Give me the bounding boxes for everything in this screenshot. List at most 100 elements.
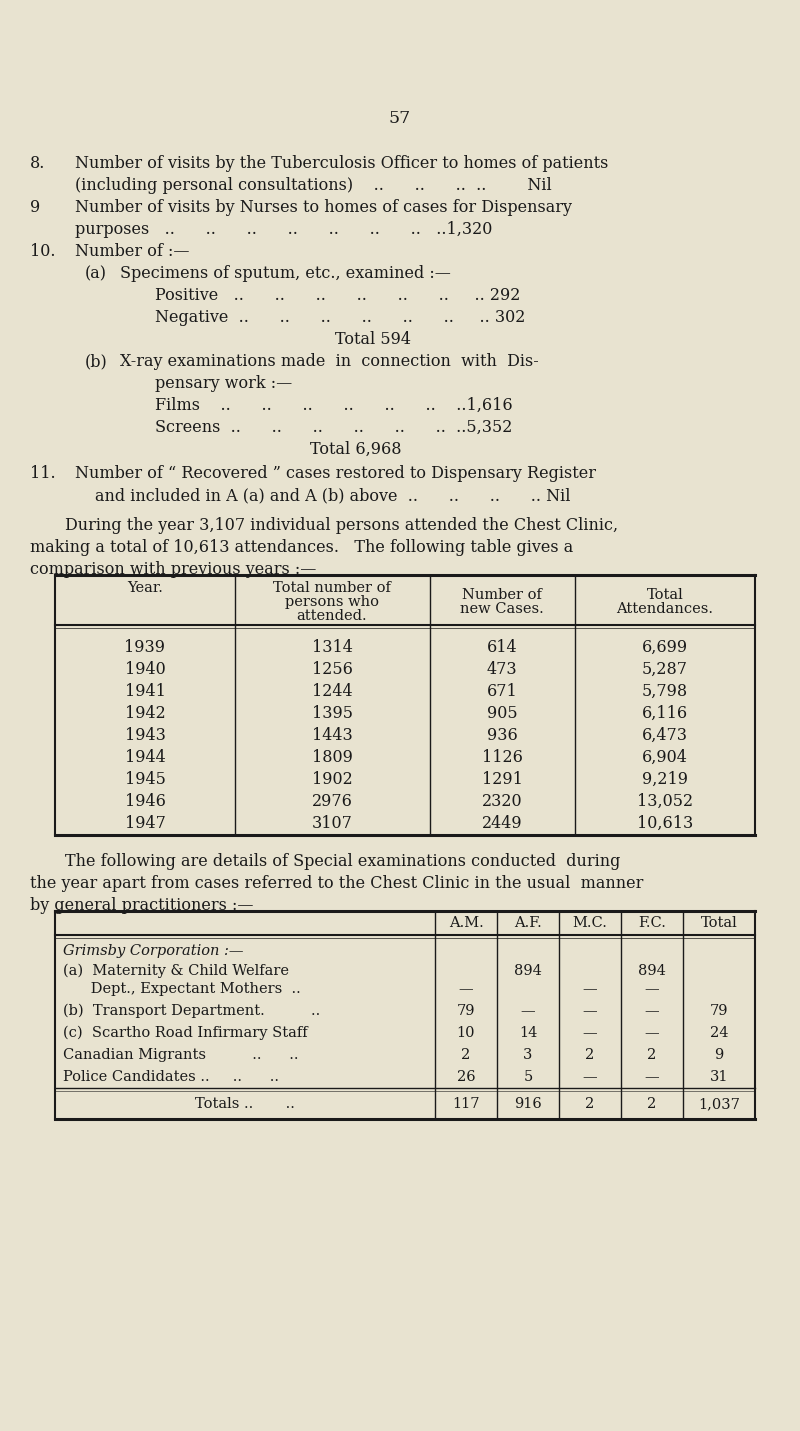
Text: Number of “ Recovered ” cases restored to Dispensary Register: Number of “ Recovered ” cases restored t… xyxy=(75,465,596,482)
Text: 1314: 1314 xyxy=(311,640,353,655)
Text: 3107: 3107 xyxy=(311,816,353,831)
Text: 31: 31 xyxy=(710,1070,728,1085)
Text: Number of visits by Nurses to homes of cases for Dispensary: Number of visits by Nurses to homes of c… xyxy=(75,199,572,216)
Text: comparison with previous years :—: comparison with previous years :— xyxy=(30,561,316,578)
Text: 9: 9 xyxy=(30,199,40,216)
Text: Total 594: Total 594 xyxy=(335,331,411,348)
Text: 1943: 1943 xyxy=(125,727,166,744)
Text: 11.: 11. xyxy=(30,465,56,482)
Text: 13,052: 13,052 xyxy=(637,793,693,810)
Text: 473: 473 xyxy=(486,661,518,678)
Text: Attendances.: Attendances. xyxy=(617,602,714,615)
Text: 10: 10 xyxy=(457,1026,475,1040)
Text: 24: 24 xyxy=(710,1026,728,1040)
Text: Totals ..       ..: Totals .. .. xyxy=(195,1098,295,1110)
Text: —: — xyxy=(645,982,659,996)
Text: 1244: 1244 xyxy=(312,683,352,700)
Text: —: — xyxy=(645,1070,659,1085)
Text: (b)  Transport Department.          ..: (b) Transport Department. .. xyxy=(63,1005,320,1019)
Text: M.C.: M.C. xyxy=(573,916,607,930)
Text: Grimsby Corporation :—: Grimsby Corporation :— xyxy=(63,944,243,957)
Text: (c)  Scartho Road Infirmary Staff: (c) Scartho Road Infirmary Staff xyxy=(63,1026,308,1040)
Text: Negative  ..      ..      ..      ..      ..      ..     .. 302: Negative .. .. .. .. .. .. .. 302 xyxy=(155,309,526,326)
Text: 5,798: 5,798 xyxy=(642,683,688,700)
Text: 1,037: 1,037 xyxy=(698,1098,740,1110)
Text: The following are details of Special examinations conducted  during: The following are details of Special exa… xyxy=(65,853,620,870)
Text: Number of: Number of xyxy=(462,588,542,602)
Text: Dept., Expectant Mothers  ..: Dept., Expectant Mothers .. xyxy=(63,982,301,996)
Text: 905: 905 xyxy=(486,705,518,723)
Text: —: — xyxy=(458,982,474,996)
Text: 1947: 1947 xyxy=(125,816,166,831)
Text: 2: 2 xyxy=(586,1047,594,1062)
Text: 1942: 1942 xyxy=(125,705,166,723)
Text: 1126: 1126 xyxy=(482,748,522,766)
Text: (a): (a) xyxy=(85,265,107,282)
Text: 1945: 1945 xyxy=(125,771,166,788)
Text: (b): (b) xyxy=(85,353,108,371)
Text: 1940: 1940 xyxy=(125,661,166,678)
Text: Positive   ..      ..      ..      ..      ..      ..     .. 292: Positive .. .. .. .. .. .. .. 292 xyxy=(155,288,520,303)
Text: 9,219: 9,219 xyxy=(642,771,688,788)
Text: 2320: 2320 xyxy=(482,793,522,810)
Text: and included in A (a) and A (b) above  ..      ..      ..      .. Nil: and included in A (a) and A (b) above ..… xyxy=(95,487,570,504)
Text: 5,287: 5,287 xyxy=(642,661,688,678)
Text: 1443: 1443 xyxy=(312,727,352,744)
Text: —: — xyxy=(645,1026,659,1040)
Text: 2: 2 xyxy=(586,1098,594,1110)
Text: 936: 936 xyxy=(486,727,518,744)
Text: 8.: 8. xyxy=(30,155,46,172)
Text: —: — xyxy=(582,1070,598,1085)
Text: new Cases.: new Cases. xyxy=(460,602,544,615)
Text: Films    ..      ..      ..      ..      ..      ..    ..1,616: Films .. .. .. .. .. .. ..1,616 xyxy=(155,396,513,414)
Text: 1902: 1902 xyxy=(312,771,352,788)
Text: X-ray examinations made  in  connection  with  Dis-: X-ray examinations made in connection wi… xyxy=(120,353,538,371)
Text: 79: 79 xyxy=(710,1005,728,1017)
Text: 10,613: 10,613 xyxy=(637,816,693,831)
Text: 894: 894 xyxy=(514,964,542,977)
Text: 6,904: 6,904 xyxy=(642,748,688,766)
Text: Canadian Migrants          ..      ..: Canadian Migrants .. .. xyxy=(63,1047,298,1062)
Text: 894: 894 xyxy=(638,964,666,977)
Text: 2: 2 xyxy=(462,1047,470,1062)
Text: Police Candidates ..     ..      ..: Police Candidates .. .. .. xyxy=(63,1070,279,1085)
Text: 1944: 1944 xyxy=(125,748,166,766)
Text: 1256: 1256 xyxy=(311,661,353,678)
Text: 6,116: 6,116 xyxy=(642,705,688,723)
Text: Specimens of sputum, etc., examined :—: Specimens of sputum, etc., examined :— xyxy=(120,265,451,282)
Text: 2976: 2976 xyxy=(311,793,353,810)
Text: 9: 9 xyxy=(714,1047,724,1062)
Text: A.M.: A.M. xyxy=(449,916,483,930)
Text: 79: 79 xyxy=(457,1005,475,1017)
Text: Total: Total xyxy=(646,588,683,602)
Text: 916: 916 xyxy=(514,1098,542,1110)
Text: 1939: 1939 xyxy=(125,640,166,655)
Text: Total 6,968: Total 6,968 xyxy=(310,441,402,458)
Text: 5: 5 xyxy=(523,1070,533,1085)
Text: 10.: 10. xyxy=(30,243,55,260)
Text: —: — xyxy=(582,1005,598,1017)
Text: purposes   ..      ..      ..      ..      ..      ..      ..   ..1,320: purposes .. .. .. .. .. .. .. ..1,320 xyxy=(75,220,492,238)
Text: —: — xyxy=(582,982,598,996)
Text: Screens  ..      ..      ..      ..      ..      ..  ..5,352: Screens .. .. .. .. .. .. ..5,352 xyxy=(155,419,512,436)
Text: A.F.: A.F. xyxy=(514,916,542,930)
Text: During the year 3,107 individual persons attended the Chest Clinic,: During the year 3,107 individual persons… xyxy=(65,517,618,534)
Text: Total number of: Total number of xyxy=(273,581,391,595)
Text: 6,699: 6,699 xyxy=(642,640,688,655)
Text: 57: 57 xyxy=(389,110,411,127)
Text: the year apart from cases referred to the Chest Clinic in the usual  manner: the year apart from cases referred to th… xyxy=(30,874,643,892)
Text: 671: 671 xyxy=(486,683,518,700)
Text: —: — xyxy=(521,1005,535,1017)
Text: by general practitioners :—: by general practitioners :— xyxy=(30,897,254,914)
Text: —: — xyxy=(582,1026,598,1040)
Text: persons who: persons who xyxy=(285,595,379,610)
Text: Number of visits by the Tuberculosis Officer to homes of patients: Number of visits by the Tuberculosis Off… xyxy=(75,155,608,172)
Text: 6,473: 6,473 xyxy=(642,727,688,744)
Text: (including personal consultations)    ..      ..      ..  ..        Nil: (including personal consultations) .. ..… xyxy=(75,177,552,195)
Text: pensary work :—: pensary work :— xyxy=(155,375,292,392)
Text: 26: 26 xyxy=(457,1070,475,1085)
Text: 2: 2 xyxy=(647,1098,657,1110)
Text: 1291: 1291 xyxy=(482,771,522,788)
Text: 1941: 1941 xyxy=(125,683,166,700)
Text: 117: 117 xyxy=(452,1098,480,1110)
